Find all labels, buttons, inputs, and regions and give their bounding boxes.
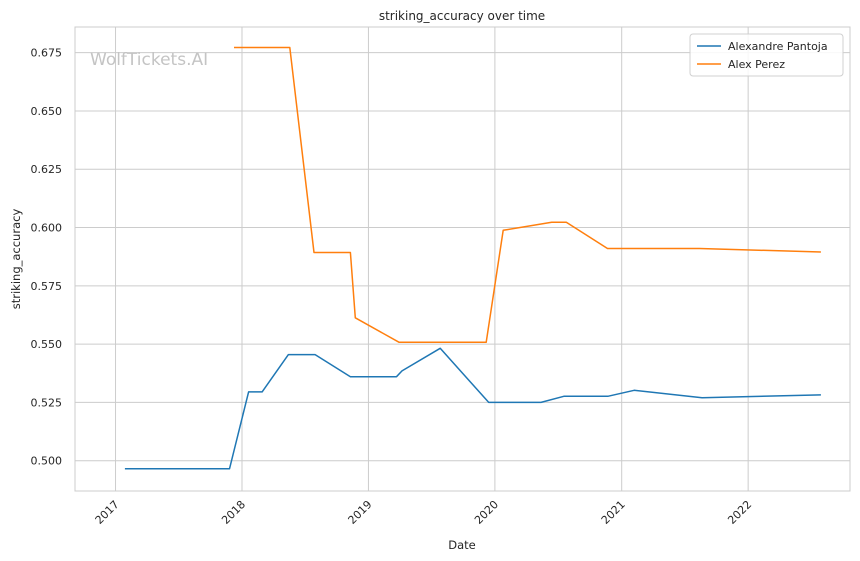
plot-area-frame	[74, 26, 851, 492]
watermark-text: WolfTickets.AI	[90, 50, 208, 70]
y-tick-label: 0.500	[31, 455, 63, 468]
legend: Alexandre Pantoja Alex Perez	[689, 33, 844, 77]
legend-box	[689, 33, 844, 77]
y-tick-label: 0.550	[31, 338, 63, 351]
series-line-pantoja	[124, 347, 821, 470]
y-tick-label: 0.575	[31, 280, 63, 293]
y-tick-label: 0.625	[31, 163, 63, 176]
y-axis-label: striking_accuracy	[9, 209, 23, 310]
legend-label-pantoja: Alexandre Pantoja	[728, 40, 828, 53]
y-tick-label: 0.600	[31, 222, 63, 235]
series-line-perez	[234, 46, 821, 343]
x-axis-label: Date	[448, 538, 476, 552]
y-tick-label: 0.525	[31, 396, 63, 409]
chart-title: striking_accuracy over time	[379, 9, 545, 23]
y-tick-label: 0.675	[31, 47, 63, 60]
y-axis-ticks: 0.500 0.525 0.550 0.575 0.600 0.625 0.650 0.675	[31, 47, 63, 468]
series-lines	[124, 46, 821, 470]
legend-label-perez: Alex Perez	[728, 58, 785, 71]
y-tick-label: 0.650	[31, 105, 63, 118]
